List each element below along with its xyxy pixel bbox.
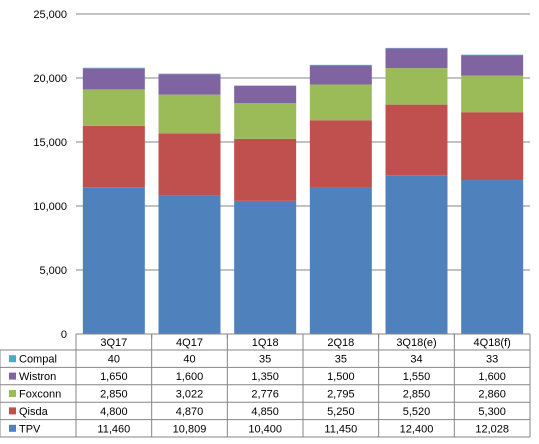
bar-segment-qisda xyxy=(83,126,145,187)
x-category-label: 1Q18 xyxy=(252,337,279,349)
table-value: 1,600 xyxy=(176,371,204,383)
x-category-label: 3Q18(e) xyxy=(396,337,436,349)
bar-segment-qisda xyxy=(234,139,296,201)
bar-segment-tpv xyxy=(83,187,145,334)
y-tick-label: 5,000 xyxy=(39,265,67,277)
bar-segment-wistron xyxy=(461,55,523,75)
table-value: 40 xyxy=(183,354,195,366)
legend-key-qisda xyxy=(9,407,16,414)
table-value: 2,776 xyxy=(251,389,279,401)
table-value: 1,500 xyxy=(327,371,355,383)
x-category-label: 3Q17 xyxy=(100,337,127,349)
table-value: 10,809 xyxy=(173,423,207,435)
table-value: 1,600 xyxy=(478,371,506,383)
legend-key-wistron xyxy=(9,373,16,380)
table-value: 2,860 xyxy=(478,389,506,401)
table-value: 3,022 xyxy=(176,389,204,401)
x-category-label: 2Q18 xyxy=(327,337,354,349)
legend-key-compal xyxy=(9,355,16,362)
bar-segment-wistron xyxy=(386,48,448,68)
table-value: 40 xyxy=(108,354,120,366)
table-value: 1,550 xyxy=(403,371,431,383)
y-tick-label: 0 xyxy=(61,329,67,341)
table-value: 2,850 xyxy=(403,389,431,401)
x-category-label: 4Q18(f) xyxy=(474,337,511,349)
legend-series-name: Wistron xyxy=(19,371,56,383)
table-value: 2,795 xyxy=(327,389,355,401)
bar-segment-foxconn xyxy=(310,84,372,120)
table-value: 34 xyxy=(410,354,422,366)
y-tick-label: 10,000 xyxy=(33,201,67,213)
table-value: 1,650 xyxy=(100,371,128,383)
bar-segment-compal xyxy=(159,74,221,75)
table-value: 10,400 xyxy=(248,423,282,435)
bar-segment-wistron xyxy=(234,86,296,103)
legend-series-name: Qisda xyxy=(19,406,49,418)
bar-segment-qisda xyxy=(461,112,523,180)
x-category-label: 4Q17 xyxy=(176,337,203,349)
y-tick-label: 15,000 xyxy=(33,137,67,149)
table-value: 11,450 xyxy=(324,423,357,435)
table-value: 4,870 xyxy=(176,406,204,418)
bar-segment-tpv xyxy=(461,180,523,334)
table-value: 12,028 xyxy=(475,423,509,435)
bar-segment-wistron xyxy=(310,65,372,84)
bar-segment-foxconn xyxy=(234,103,296,139)
table-value: 35 xyxy=(259,354,271,366)
table-value: 4,850 xyxy=(251,406,279,418)
bar-segment-qisda xyxy=(386,105,448,176)
bar-segment-tpv xyxy=(234,201,296,334)
y-tick-label: 25,000 xyxy=(33,9,67,21)
bar-segment-foxconn xyxy=(83,89,145,125)
legend-series-name: TPV xyxy=(19,423,41,435)
table-value: 35 xyxy=(335,354,347,366)
legend-series-name: Foxconn xyxy=(19,389,61,401)
bar-segment-wistron xyxy=(159,74,221,94)
table-value: 12,400 xyxy=(400,423,434,435)
bar-segment-tpv xyxy=(159,196,221,334)
table-value: 4,800 xyxy=(100,406,128,418)
legend-series-name: Compal xyxy=(19,354,57,366)
legend-key-foxconn xyxy=(9,390,16,397)
y-tick-label: 20,000 xyxy=(33,73,67,85)
table-value: 5,250 xyxy=(327,406,355,418)
table-value: 33 xyxy=(486,354,498,366)
legend-key-tpv xyxy=(9,425,16,432)
table-value: 11,460 xyxy=(97,423,130,435)
bar-segment-tpv xyxy=(386,175,448,334)
bar-segment-qisda xyxy=(310,120,372,187)
bar-segment-foxconn xyxy=(386,68,448,104)
bar-segment-foxconn xyxy=(159,95,221,134)
bar-segment-wistron xyxy=(83,68,145,89)
table-value: 2,850 xyxy=(100,389,128,401)
table-value: 5,520 xyxy=(403,406,431,418)
bar-segment-qisda xyxy=(159,133,221,195)
bar-segment-foxconn xyxy=(461,76,523,113)
table-value: 5,300 xyxy=(478,406,506,418)
table-value: 1,350 xyxy=(251,371,279,383)
bar-segment-compal xyxy=(83,68,145,69)
bar-segment-tpv xyxy=(310,187,372,334)
